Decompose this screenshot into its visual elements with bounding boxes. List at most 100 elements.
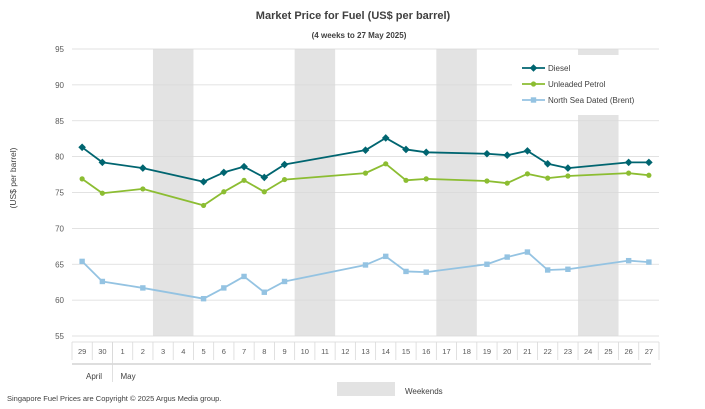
data-point — [626, 170, 632, 176]
data-point — [545, 175, 551, 181]
data-point — [220, 168, 228, 177]
data-point — [645, 158, 653, 167]
data-point — [565, 266, 571, 272]
data-point — [241, 177, 247, 183]
data-point — [524, 171, 531, 177]
weekends-legend-swatch — [337, 382, 395, 396]
data-point — [402, 145, 410, 154]
x-tick-label: 1 — [121, 347, 125, 356]
data-point — [646, 259, 652, 265]
x-tick-label: 13 — [361, 347, 369, 356]
data-point — [504, 180, 510, 186]
x-tick-label: 12 — [341, 347, 349, 356]
legend-entry-label: Diesel — [548, 64, 570, 73]
legend-swatch-marker — [530, 81, 537, 87]
weekends-legend-label: Weekends — [405, 387, 443, 396]
data-point — [646, 172, 652, 178]
data-point — [78, 143, 86, 152]
month-label-april: April — [86, 372, 102, 381]
data-point — [140, 285, 146, 291]
data-point — [79, 258, 85, 265]
data-point — [221, 189, 227, 195]
y-tick-label: 75 — [55, 189, 64, 198]
data-point — [280, 160, 289, 169]
y-tick-label: 95 — [55, 45, 64, 54]
data-point — [565, 173, 571, 179]
data-point — [261, 289, 267, 295]
data-point — [403, 268, 409, 275]
data-point — [361, 146, 370, 154]
data-point — [362, 262, 369, 268]
x-tick-label: 30 — [98, 347, 106, 356]
data-point — [383, 161, 389, 167]
x-tick-label: 3 — [161, 347, 165, 356]
data-point — [240, 162, 248, 171]
data-point — [423, 176, 429, 182]
chart-title: Market Price for Fuel (US$ per barrel) — [256, 10, 451, 22]
x-tick-label: 18 — [463, 347, 471, 356]
data-point — [99, 190, 105, 196]
data-point — [99, 278, 106, 285]
x-tick-label: 17 — [442, 347, 450, 356]
data-point — [524, 249, 531, 255]
legend-entry-label: North Sea Dated (Brent) — [548, 96, 635, 105]
y-axis-tick-labels: 55 60 65 70 75 80 85 90 95 — [55, 45, 64, 341]
x-tick-label: 19 — [483, 347, 491, 356]
data-point — [260, 173, 269, 182]
legend-entry-label: Unleaded Petrol — [548, 80, 606, 89]
x-tick-label: 9 — [282, 347, 286, 356]
x-tick-label: 2 — [141, 347, 145, 356]
x-tick-label: 22 — [544, 347, 552, 356]
x-tick-label: 14 — [382, 347, 390, 356]
series-north-sea-dated-brent — [79, 249, 652, 302]
series-diesel — [78, 134, 653, 186]
x-tick-label: 29 — [78, 347, 86, 356]
x-axis: 29 30 1 2 3 4 5 6 7 8 9 10 11 12 13 14 15 16 17 18 19 20 21 22 2… — [71, 341, 660, 382]
data-point — [200, 295, 207, 302]
month-label-may: May — [120, 372, 135, 381]
data-point — [523, 147, 532, 155]
x-tick-label: 21 — [523, 347, 531, 356]
x-tick-label: 11 — [321, 347, 329, 356]
x-tick-label: 6 — [222, 347, 226, 356]
data-point — [504, 254, 510, 260]
legend: Diesel Unleaded Petrol North Sea Dated (Br… — [522, 64, 635, 105]
y-tick-label: 60 — [55, 296, 64, 305]
data-point — [281, 176, 288, 183]
data-point — [79, 176, 85, 182]
data-point — [281, 278, 288, 285]
y-tick-label: 65 — [55, 260, 64, 269]
x-tick-label: 4 — [181, 347, 185, 356]
data-point — [544, 267, 551, 273]
x-tick-label: 8 — [262, 347, 266, 356]
x-tick-label: 23 — [564, 347, 572, 356]
data-point — [423, 269, 429, 275]
data-point — [381, 134, 390, 142]
data-point — [483, 149, 491, 158]
y-tick-label: 80 — [55, 153, 64, 162]
data-point — [261, 189, 267, 195]
y-axis-label: (US$ per barrel) — [8, 147, 18, 208]
x-tick-label: 24 — [584, 347, 592, 356]
data-point — [241, 273, 247, 280]
data-point — [98, 158, 107, 167]
y-tick-label: 70 — [55, 224, 64, 233]
data-point — [221, 285, 227, 291]
legend-swatch-marker — [530, 97, 537, 103]
data-point — [484, 261, 490, 267]
x-tick-label: 25 — [604, 347, 612, 356]
series-unleaded-petrol — [79, 161, 652, 209]
y-tick-label: 90 — [55, 81, 64, 90]
x-tick-label: 20 — [503, 347, 511, 356]
gridlines — [72, 48, 659, 337]
chart-subtitle: (4 weeks to 27 May 2025) — [312, 31, 407, 40]
legend-background — [512, 55, 659, 115]
data-point — [484, 178, 490, 184]
x-tick-label: 7 — [242, 347, 246, 356]
data-point — [139, 164, 147, 172]
data-point — [140, 186, 146, 192]
x-tick-label: 27 — [645, 347, 653, 356]
data-point — [200, 202, 207, 209]
x-tick-label: 16 — [422, 347, 430, 356]
